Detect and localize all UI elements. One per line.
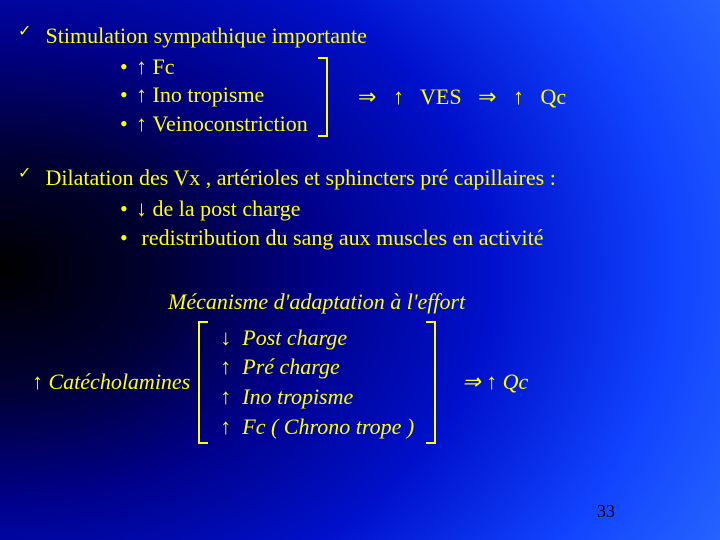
list-item: • ↑ Veinoconstriction [120,110,710,139]
qc-text: Qc [541,84,567,109]
down-arrow-icon: ↓ [220,325,231,350]
block1-title-row: ✓ Stimulation sympathique importante [18,22,710,51]
list-item: ↓ Post charge [220,323,414,353]
up-arrow-icon: ↑ [486,368,497,397]
mechanism-middle: ↓ Post charge ↑ Pré charge ↑ Ino tropism… [198,321,436,444]
list-item: ↑ Fc ( Chrono trope ) [220,412,414,442]
item-text: Veinoconstriction [153,110,308,139]
up-arrow-icon: ↑ [32,368,43,397]
list-item: ↑ Pré charge [220,352,414,382]
item-text: redistribution du sang aux muscles en ac… [142,224,544,253]
bullet-icon: • [120,195,136,224]
block-dilatation: ✓ Dilatation des Vx , artérioles et sphi… [18,164,710,252]
implies-icon: ⇒ [358,84,376,109]
slide-content: ✓ Stimulation sympathique importante • ↑… [0,0,720,454]
item-text: Ino tropisme [242,384,353,409]
qc-text: Qc [503,368,529,397]
bullet-icon: • [120,53,136,82]
up-arrow-icon: ↑ [513,84,524,109]
bullet-icon: • [120,110,136,139]
bracket-icon [318,57,328,137]
list-item: • ↑ Fc [120,53,710,82]
page-number: 33 [597,501,615,522]
mechanism-row: ↑ Catécholamines ↓ Post charge ↑ Pré cha… [18,321,710,444]
mechanism-result: ⇒ ↑ Qc [436,321,528,444]
catecholamines-text: Catécholamines [49,368,191,397]
block2-title-row: ✓ Dilatation des Vx , artérioles et sphi… [18,164,710,193]
up-arrow-icon: ↑ [136,53,147,82]
check-icon: ✓ [18,164,40,185]
up-arrow-icon: ↑ [136,110,147,139]
down-arrow-icon: ↓ [136,195,147,224]
mechanism-title: Mécanisme d'adaptation à l'effort [18,288,710,317]
item-text: Fc ( Chrono trope ) [242,414,414,439]
block1-result: ⇒ ↑ VES ⇒ ↑ Qc [358,83,566,112]
bullet-icon: • [120,224,136,253]
item-text: Ino tropisme [153,81,265,110]
up-arrow-icon: ↑ [220,384,231,409]
block1-items: • ↑ Fc • ↑ Ino tropisme • ↑ Veinoconstri… [18,53,710,139]
item-text: Post charge [242,325,347,350]
right-bracket-icon [426,321,436,444]
check-icon: ✓ [18,22,40,43]
up-arrow-icon: ↑ [393,84,404,109]
bullet-icon: • [120,81,136,110]
ves-text: VES [420,84,462,109]
item-text: Fc [153,53,175,82]
list-item: ↑ Ino tropisme [220,382,414,412]
implies-icon: ⇒ [462,368,480,397]
item-text: de la post charge [153,195,301,224]
left-bracket-icon [198,321,208,444]
up-arrow-icon: ↑ [220,354,231,379]
item-text: Pré charge [242,354,340,379]
list-item: • redistribution du sang aux muscles en … [120,224,710,253]
implies-icon: ⇒ [478,84,496,109]
block1-title: Stimulation sympathique importante [46,23,367,48]
up-arrow-icon: ↑ [220,414,231,439]
block-sympathique: ✓ Stimulation sympathique importante • ↑… [18,22,710,138]
up-arrow-icon: ↑ [136,81,147,110]
block2-items: • ↓ de la post charge • redistribution d… [18,195,710,252]
mechanism-lines: ↓ Post charge ↑ Pré charge ↑ Ino tropism… [216,321,418,444]
catecholamines-col: ↑ Catécholamines [32,321,198,444]
list-item: • ↓ de la post charge [120,195,710,224]
mechanism-section: Mécanisme d'adaptation à l'effort ↑ Caté… [18,288,710,443]
block2-title: Dilatation des Vx , artérioles et sphinc… [46,165,556,190]
